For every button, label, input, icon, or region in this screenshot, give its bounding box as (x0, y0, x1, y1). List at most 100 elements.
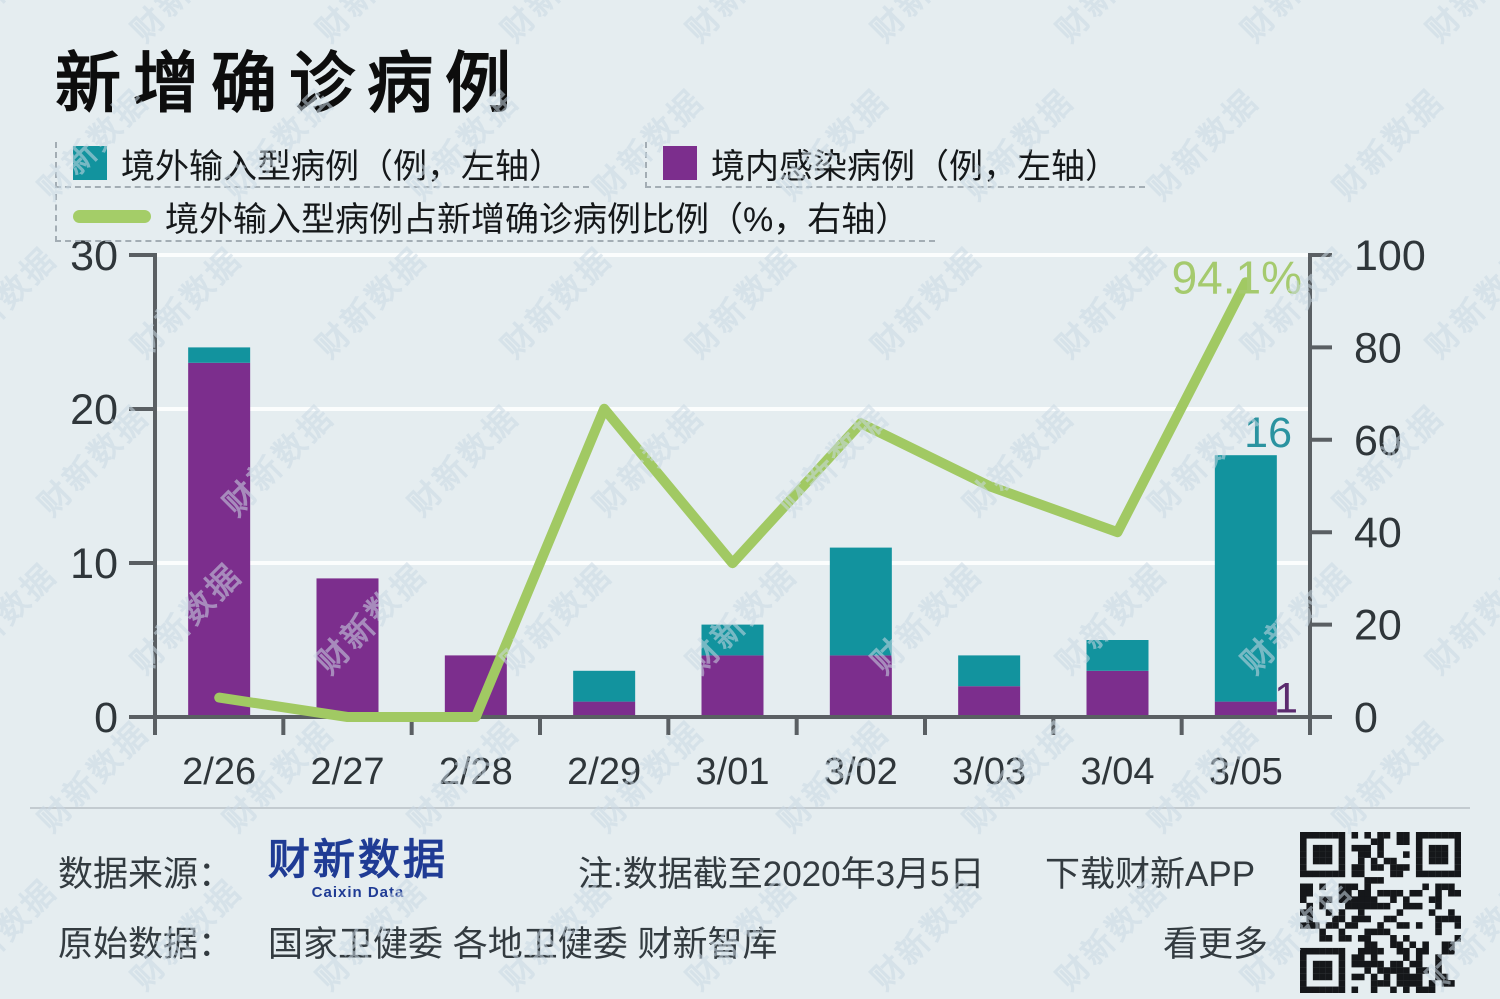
qr-module (1403, 973, 1410, 981)
qr-module (1409, 960, 1417, 968)
qr-module (1383, 832, 1391, 839)
qr-module (1441, 915, 1449, 923)
qr-module (1454, 851, 1461, 858)
right-tick-label: 100 (1354, 232, 1426, 280)
legend-label-domestic: 境内感染病例（例，左轴） (711, 147, 1119, 186)
qr-module (1364, 915, 1371, 923)
qr-module (1377, 947, 1384, 955)
qr-module (1325, 922, 1333, 929)
qr-module (1364, 967, 1371, 974)
qr-module (1300, 954, 1307, 961)
qr-module (1319, 851, 1326, 858)
qr-module (1403, 947, 1410, 955)
qr-module (1306, 909, 1314, 916)
qr-module (1357, 947, 1365, 955)
qr-module (1345, 922, 1352, 929)
qr-module (1396, 973, 1404, 981)
qr-module (1428, 832, 1436, 839)
qr-module (1409, 973, 1417, 981)
qr-module (1370, 877, 1378, 884)
qr-module (1364, 844, 1371, 852)
qr-module (1435, 896, 1442, 903)
bar-segment-domestic (188, 362, 251, 717)
legend-item-ratio: 境外输入型病例占新增确诊病例比例（%，右轴） (55, 194, 936, 242)
qr-module (1396, 864, 1404, 871)
qr-module (1428, 896, 1436, 903)
qr-module (1441, 941, 1449, 949)
bar-segment-imported (701, 624, 764, 656)
qr-module (1448, 870, 1455, 878)
qr-module (1300, 883, 1307, 891)
qr-module (1312, 857, 1320, 865)
qr-module (1370, 902, 1378, 910)
qr-module (1364, 851, 1371, 858)
qr-module (1409, 980, 1417, 987)
qr-module (1312, 870, 1320, 878)
qr-module (1396, 980, 1404, 987)
qr-module (1435, 870, 1442, 878)
qr-module (1364, 935, 1371, 942)
qr-module (1422, 832, 1429, 839)
qr-module (1377, 832, 1384, 839)
qr-module (1325, 909, 1333, 916)
qr-module (1338, 928, 1346, 936)
qr-module (1351, 973, 1359, 981)
qr-module (1448, 980, 1455, 987)
qr-module (1312, 947, 1320, 955)
caixin-logo-subtext: Caixin Data (311, 884, 405, 902)
qr-module (1403, 980, 1410, 987)
qr-module (1312, 832, 1320, 839)
qr-module (1319, 902, 1326, 910)
qr-module (1300, 986, 1307, 993)
qr-module (1306, 947, 1314, 955)
qr-module (1396, 941, 1404, 949)
qr-module (1435, 973, 1442, 981)
qr-module (1383, 902, 1391, 910)
qr-module (1319, 967, 1326, 974)
qr-module (1351, 922, 1359, 929)
caixin-logo-text: 财新数据 (268, 836, 449, 883)
legend-item-imported: 境外输入型病例（例，左轴） (55, 142, 589, 188)
qr-module (1377, 960, 1384, 968)
qr-module (1338, 986, 1346, 993)
qr-module (1448, 832, 1455, 839)
qr-module (1377, 980, 1384, 987)
qr-module (1338, 915, 1346, 923)
qr-module (1383, 967, 1391, 974)
qr-module (1377, 877, 1384, 884)
qr-module (1364, 947, 1371, 955)
qr-module (1428, 844, 1436, 852)
qr-module (1403, 986, 1410, 993)
qr-module (1403, 851, 1410, 858)
qr-module (1441, 883, 1449, 891)
qr-module (1364, 941, 1371, 949)
qr-module (1338, 883, 1346, 891)
qr-module (1306, 889, 1314, 897)
qr-module (1448, 909, 1455, 916)
qr-module (1312, 986, 1320, 993)
x-category-label: 2/26 (182, 751, 256, 793)
qr-module (1422, 947, 1429, 955)
qr-module (1435, 844, 1442, 852)
qr-module (1435, 857, 1442, 865)
qr-module (1383, 857, 1391, 865)
qr-module (1370, 896, 1378, 903)
qr-module (1300, 838, 1307, 846)
qr-module (1370, 973, 1378, 981)
qr-module (1351, 844, 1359, 852)
qr-module (1345, 935, 1352, 942)
qr-module (1435, 902, 1442, 910)
qr-module (1370, 928, 1378, 936)
bar-segment-domestic (573, 701, 636, 717)
qr-module (1338, 935, 1346, 942)
qr-module (1300, 967, 1307, 974)
qr-module (1306, 915, 1314, 923)
qr-module (1300, 832, 1307, 839)
right-tick-label: 60 (1354, 417, 1402, 465)
qr-module (1435, 967, 1442, 974)
qr-module (1351, 986, 1359, 993)
qr-module (1351, 883, 1359, 891)
qr-module (1300, 909, 1307, 916)
qr-module (1422, 967, 1429, 974)
